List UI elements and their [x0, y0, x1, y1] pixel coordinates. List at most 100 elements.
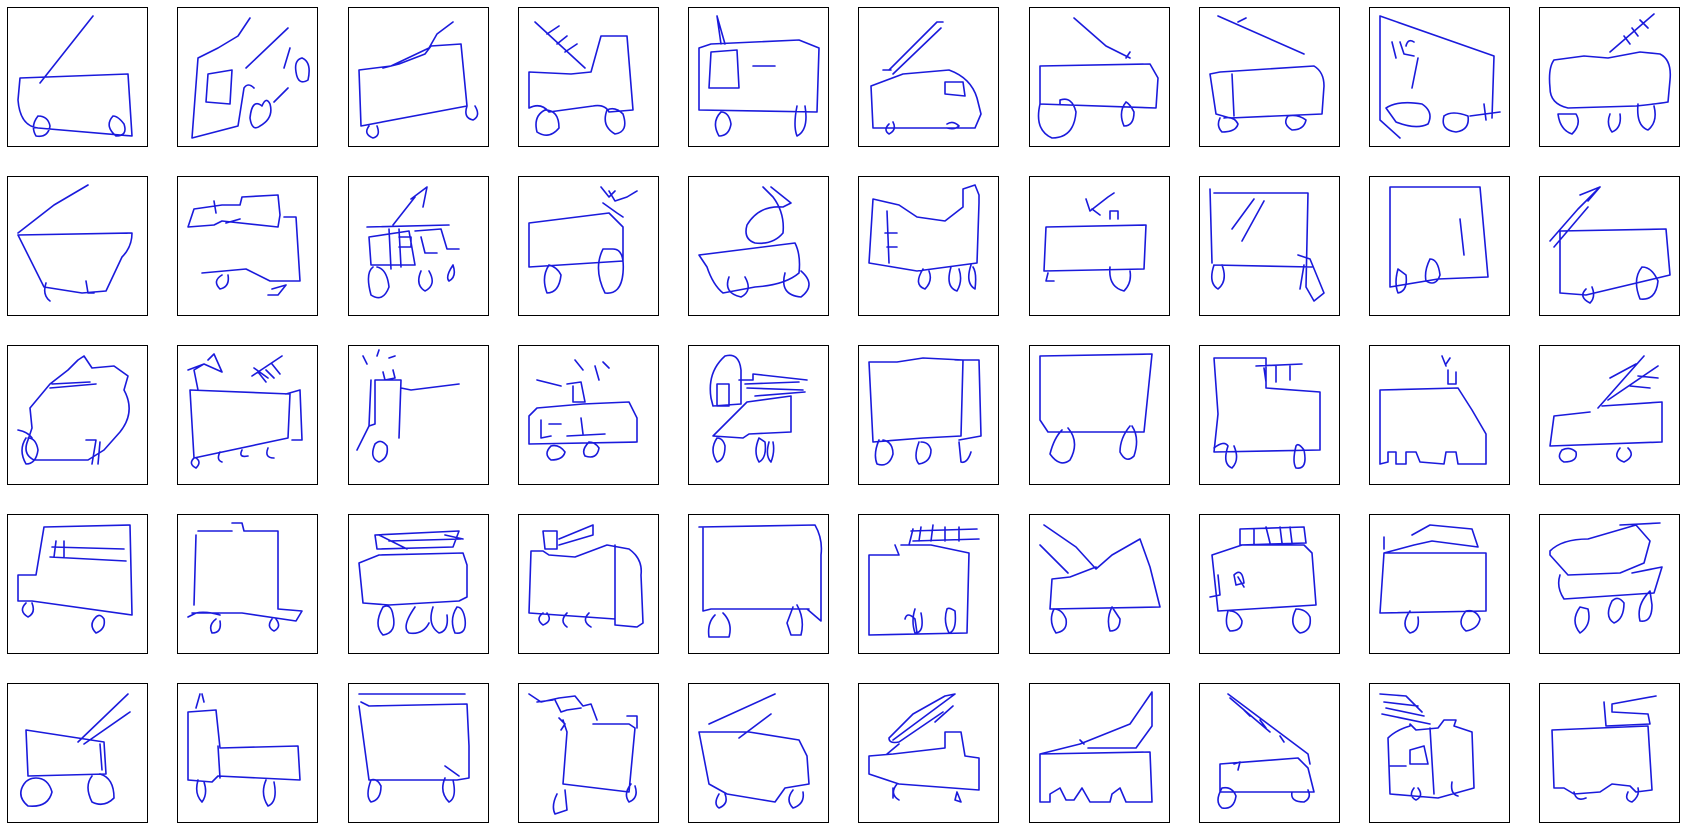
sketch-cell: [1199, 345, 1340, 485]
sketch-cell: [858, 514, 999, 654]
sketch-cell: [1199, 683, 1340, 823]
fire-truck-sketch: [1209, 526, 1317, 634]
sketch-stroke: [1389, 186, 1489, 294]
sketch-stroke: [356, 349, 460, 463]
sketch-stroke: [868, 524, 980, 636]
sketch-cell: [177, 176, 318, 316]
sketch-cell: [688, 514, 829, 654]
sketch-cell: [1029, 514, 1170, 654]
sketch-stroke: [528, 693, 638, 815]
sketch-stroke: [1037, 17, 1159, 139]
sketch-stroke: [358, 530, 468, 636]
sketch-stroke: [187, 194, 301, 296]
fire-truck-sketch: [698, 15, 820, 137]
sketch-cell: [177, 7, 318, 147]
sketch-stroke: [187, 693, 301, 807]
sketch-stroke: [1548, 13, 1672, 135]
sketch-cell: [1369, 683, 1510, 823]
sketch-cell: [7, 514, 148, 654]
sketch-stroke: [20, 693, 131, 808]
fire-truck-sketch: [358, 530, 468, 636]
sketch-cell: [1199, 7, 1340, 147]
fire-truck-sketch: [1037, 17, 1159, 139]
sketch-stroke: [187, 522, 303, 634]
sketch-cell: [1029, 7, 1170, 147]
fire-truck-sketch: [698, 693, 810, 809]
fire-truck-sketch: [1209, 15, 1325, 133]
sketch-cell: [518, 7, 659, 147]
sketch-stroke: [1039, 353, 1153, 464]
sketch-cell: [518, 176, 659, 316]
sketch-cell: [518, 514, 659, 654]
sketch-stroke: [1549, 186, 1671, 304]
fire-truck-sketch: [868, 184, 980, 292]
fire-truck-sketch: [868, 693, 980, 803]
fire-truck-sketch: [868, 524, 980, 636]
sketch-cell: [348, 176, 489, 316]
fire-truck-sketch: [1389, 186, 1489, 294]
sketch-stroke: [868, 357, 982, 466]
sketch-stroke: [1209, 188, 1325, 302]
sketch-cell: [1539, 683, 1680, 823]
fire-truck-sketch: [187, 194, 301, 296]
fire-truck-sketch: [528, 186, 638, 294]
fire-truck-sketch: [187, 522, 303, 634]
fire-truck-sketch: [1379, 524, 1487, 634]
fire-truck-sketch: [528, 524, 644, 628]
sketch-stroke: [870, 21, 982, 135]
sketch-stroke: [1379, 355, 1487, 465]
sketch-cell: [1029, 176, 1170, 316]
sketch-cell: [688, 345, 829, 485]
sketch-cell: [1539, 176, 1680, 316]
sketch-stroke: [1039, 524, 1161, 634]
sketch-cell: [1539, 514, 1680, 654]
sketch-stroke: [528, 359, 638, 461]
fire-truck-sketch: [187, 353, 303, 469]
sketch-stroke: [17, 184, 133, 302]
sketch-stroke: [528, 21, 634, 136]
fire-truck-sketch: [20, 693, 131, 808]
fire-truck-sketch: [1039, 524, 1161, 634]
fire-truck-sketch: [698, 524, 823, 638]
sketch-cell: [858, 7, 999, 147]
sketch-cell: [177, 345, 318, 485]
sketch-stroke: [1043, 192, 1147, 292]
fire-truck-sketch: [187, 693, 301, 807]
fire-truck-sketch: [1039, 691, 1153, 803]
sketch-cell: [7, 345, 148, 485]
fire-truck-sketch: [1039, 353, 1153, 464]
sketch-cell: [7, 683, 148, 823]
sketch-cell: [518, 683, 659, 823]
sketch-stroke: [1209, 15, 1325, 133]
sketch-stroke: [698, 186, 810, 298]
sketch-stroke: [358, 693, 470, 803]
sketch-cell: [7, 176, 148, 316]
sketch-cell: [348, 514, 489, 654]
sketch-stroke: [1209, 526, 1317, 634]
sketch-cell: [1369, 514, 1510, 654]
sketch-cell: [1369, 176, 1510, 316]
sketch-cell: [1199, 514, 1340, 654]
sketch-cell: [1029, 345, 1170, 485]
sketch-cell: [688, 7, 829, 147]
fire-truck-sketch: [1379, 355, 1487, 465]
sketch-stroke: [528, 524, 644, 628]
fire-truck-sketch: [1551, 695, 1657, 803]
sketch-stroke: [1039, 691, 1153, 803]
fire-truck-sketch: [1549, 522, 1663, 634]
sketch-cell: [1369, 345, 1510, 485]
sketch-cell: [348, 345, 489, 485]
fire-truck-sketch: [17, 15, 133, 138]
fire-truck-sketch: [366, 186, 460, 299]
fire-truck-sketch: [17, 524, 133, 634]
sketch-stroke: [17, 15, 133, 138]
sketch-stroke: [528, 186, 638, 294]
sketch-cell: [858, 683, 999, 823]
fire-truck-sketch: [1213, 357, 1321, 469]
fire-truck-sketch: [1379, 15, 1501, 139]
fire-truck-sketch: [870, 21, 982, 135]
fire-truck-sketch: [356, 349, 460, 463]
fire-truck-sketch: [868, 357, 982, 466]
sketch-cell: [7, 7, 148, 147]
